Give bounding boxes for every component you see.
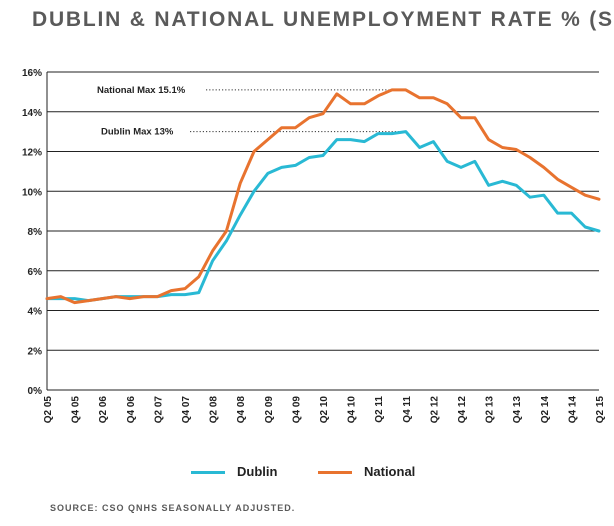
legend-dublin-label: Dublin <box>237 464 278 479</box>
series-line-national <box>45 88 601 305</box>
x-tick-label: Q2 13 <box>485 396 496 424</box>
legend-national-label: National <box>364 464 416 479</box>
x-tick-label: Q4 12 <box>457 396 468 424</box>
annotations: National Max 15.1% Dublin Max 13% <box>97 85 406 138</box>
x-tick-label: Q4 13 <box>512 396 523 424</box>
x-tick-label: Q4 09 <box>291 396 302 424</box>
annotation-label: Dublin Max 13% <box>101 127 174 138</box>
legend-national-swatch <box>318 471 352 475</box>
x-tick-label: Q4 08 <box>236 396 247 424</box>
x-tick-label: Q4 14 <box>567 396 578 424</box>
y-tick-label: 6% <box>28 267 43 278</box>
legend-dublin: Dublin <box>191 464 277 479</box>
y-tick-label: 8% <box>28 227 43 238</box>
line-chart: 0% 2% 4% 6% 8% 10% 12% 14% 16% Q2 05 Q4 05 Q2 06 Q4… <box>22 68 606 424</box>
x-tick-label: Q2 05 <box>43 396 54 424</box>
series-line-dublin <box>45 130 601 303</box>
x-tick-label: Q2 09 <box>264 396 275 424</box>
x-tick-label: Q4 11 <box>402 396 413 423</box>
x-tick-label: Q2 06 <box>98 396 109 424</box>
x-tick-label: Q4 07 <box>181 396 192 424</box>
x-tick-label: Q2 12 <box>429 396 440 424</box>
x-tick-label: Q2 15 <box>595 396 606 424</box>
x-tick-label: Q4 06 <box>126 396 137 424</box>
y-axis-ticks: 0% 2% 4% 6% 8% 10% 12% 14% 16% <box>22 68 42 397</box>
y-tick-label: 14% <box>22 108 42 119</box>
y-tick-label: 4% <box>28 307 43 318</box>
x-axis-ticks: Q2 05 Q4 05 Q2 06 Q4 06 Q2 07 Q4 07 Q2 08 Q4 08… <box>43 396 606 424</box>
source-note: SOURCE: CSO QNHS SEASONALLY ADJUSTED. <box>50 503 296 513</box>
y-tick-label: 12% <box>22 148 42 159</box>
grid-lines <box>46 71 599 391</box>
x-tick-label: Q4 10 <box>347 396 358 424</box>
x-tick-label: Q2 07 <box>153 396 164 424</box>
series-lines <box>45 88 601 305</box>
chart-title: DUBLIN & NATIONAL UNEMPLOYMENT RATE % (S… <box>32 8 614 31</box>
x-tick-label: Q4 05 <box>71 396 82 424</box>
y-tick-label: 2% <box>28 346 43 357</box>
x-tick-label: Q2 08 <box>209 396 220 424</box>
x-tick-label: Q2 11 <box>374 396 385 423</box>
legend-national: National <box>318 464 415 479</box>
y-tick-label: 0% <box>28 386 43 397</box>
legend-dublin-swatch <box>191 471 225 475</box>
y-tick-label: 16% <box>22 68 42 79</box>
annotation-label: National Max 15.1% <box>97 85 186 96</box>
y-tick-label: 10% <box>22 187 42 198</box>
x-tick-label: Q2 10 <box>319 396 330 424</box>
x-tick-label: Q2 14 <box>540 396 551 424</box>
